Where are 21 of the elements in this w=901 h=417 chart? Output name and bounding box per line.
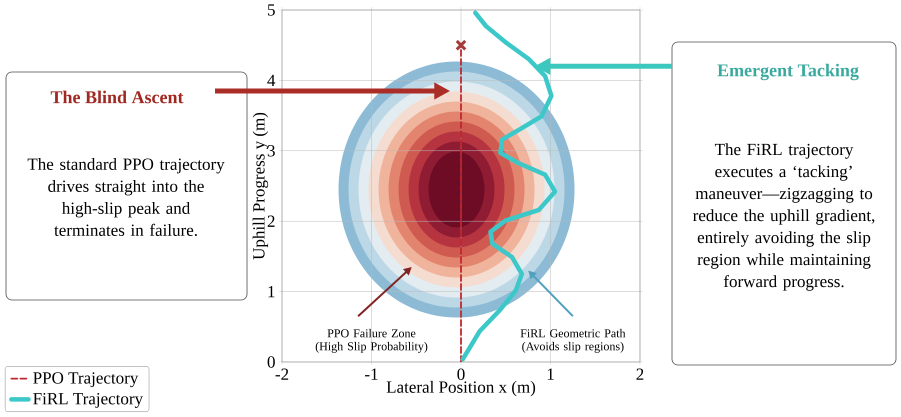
annotation: FiRL Geometric Path (Avoids slip regions): [520, 328, 626, 353]
text: The standard PPO trajectory drives straight into the high-slip peak and terminates in failure.: [28, 158, 225, 236]
x-tick-label: 0: [457, 368, 465, 380]
text: The FiRL trajectory executes a ‘tacking’ maneuver—zigzagging to reduce the uphill gradient, entirely avoiding the slip region while maintaining forward progress.: [693, 143, 874, 291]
x-tick-label: 2: [636, 368, 644, 380]
y-tick-label: 0: [268, 356, 275, 368]
legend-label: FiRL Trajectory: [33, 393, 143, 408]
x-axis-title: Lateral Position x (m): [386, 380, 536, 396]
x-tick-label: -2: [276, 368, 288, 380]
y-tick-label: 5: [268, 4, 275, 16]
annotation: PPO Failure Zone (High Slip Probability): [316, 328, 428, 353]
text: The Blind Ascent: [50, 90, 184, 104]
y-tick-label: 1: [268, 286, 274, 298]
legend-label: PPO Trajectory: [33, 372, 138, 388]
y-tick-label: 3: [268, 145, 275, 157]
x-tick-label: 1: [548, 368, 554, 380]
x-tick-label: -1: [365, 368, 378, 380]
y-axis-title: Uphill Progress y (m): [252, 112, 268, 260]
text: Emergent Tacking: [717, 64, 859, 80]
y-tick-label: 4: [267, 74, 276, 86]
y-tick-label: 2: [268, 216, 275, 227]
